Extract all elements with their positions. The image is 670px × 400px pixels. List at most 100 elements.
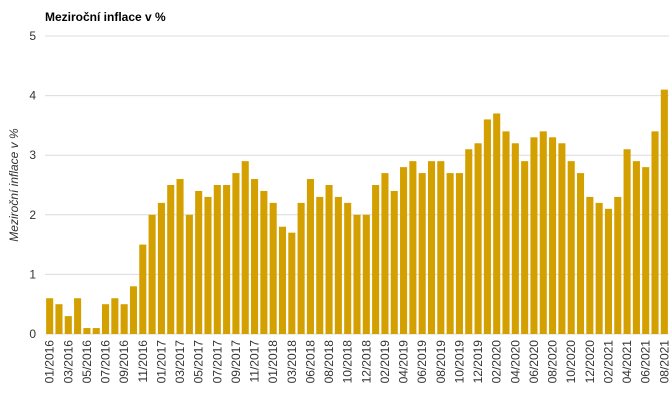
bar xyxy=(251,179,259,334)
y-tick-label: 2 xyxy=(29,208,36,222)
bar xyxy=(204,196,212,334)
x-tick-label: 12/2019 xyxy=(471,340,485,384)
bar xyxy=(260,190,268,334)
x-tick-label: 02/2019 xyxy=(378,340,392,384)
bar xyxy=(418,173,426,334)
x-tick-label: 05/2017 xyxy=(192,340,206,384)
bar xyxy=(576,173,585,334)
bar xyxy=(362,214,370,334)
x-tick-label: 06/2019 xyxy=(415,340,429,384)
bar xyxy=(446,173,454,334)
bar xyxy=(400,167,408,334)
x-tick-label: 08/2021 xyxy=(657,340,670,384)
x-tick-label: 06/2021 xyxy=(639,340,653,384)
bar xyxy=(55,304,63,334)
bar xyxy=(223,185,231,334)
bar xyxy=(195,190,203,334)
x-tick-label: 02/2021 xyxy=(601,340,615,384)
x-tick-label: 09/2016 xyxy=(117,340,131,384)
bar xyxy=(558,143,566,334)
x-tick-label: 04/2021 xyxy=(620,340,634,384)
x-tick-label: 12/2020 xyxy=(583,340,597,384)
x-tick-label: 08/2020 xyxy=(546,340,560,384)
bar xyxy=(232,173,240,334)
y-tick-label: 1 xyxy=(29,267,36,281)
bar xyxy=(83,328,91,334)
x-tick-label: 01/2017 xyxy=(154,340,168,384)
bar xyxy=(148,214,156,334)
bar xyxy=(46,298,54,334)
y-tick-label: 5 xyxy=(29,29,36,43)
bar xyxy=(651,131,659,334)
bar xyxy=(595,202,603,334)
bar xyxy=(549,137,557,334)
chart-title: Meziroční inflace v % xyxy=(45,10,166,24)
bar xyxy=(92,328,100,334)
bar xyxy=(269,202,277,334)
bar xyxy=(409,161,417,334)
bar xyxy=(241,161,249,334)
bar xyxy=(521,161,529,334)
x-tick-label: 05/2016 xyxy=(80,340,94,384)
bar xyxy=(372,185,380,334)
x-tick-label: 03/2016 xyxy=(61,340,75,384)
bar xyxy=(642,167,650,334)
bar xyxy=(120,304,128,334)
x-tick-label: 03/2018 xyxy=(285,340,299,384)
bar xyxy=(483,119,491,334)
bar xyxy=(390,190,398,334)
x-tick-label: 09/2017 xyxy=(229,340,243,384)
x-tick-label: 10/2020 xyxy=(564,340,578,384)
bar xyxy=(129,286,138,334)
bar xyxy=(111,298,119,334)
y-axis-label: Meziroční inflace v % xyxy=(7,128,21,242)
bar xyxy=(632,161,640,334)
bar xyxy=(493,113,501,334)
x-tick-label: 02/2020 xyxy=(490,340,504,384)
bar xyxy=(427,161,436,334)
bar xyxy=(325,185,333,334)
bar xyxy=(278,226,287,334)
bar xyxy=(567,161,575,334)
x-tick-label: 01/2016 xyxy=(43,340,57,384)
bar xyxy=(614,196,622,334)
bar xyxy=(660,89,668,334)
x-tick-label: 03/2017 xyxy=(173,340,187,384)
bar xyxy=(64,316,72,334)
bar xyxy=(353,214,361,334)
bar xyxy=(306,179,314,334)
x-tick-label: 08/2019 xyxy=(434,340,448,384)
bar xyxy=(465,149,473,334)
bar xyxy=(74,298,82,334)
bar xyxy=(437,161,445,334)
bar xyxy=(297,202,305,334)
bar xyxy=(334,196,342,334)
x-tick-label: 10/2019 xyxy=(452,340,466,384)
x-tick-label: 11/2016 xyxy=(136,340,150,383)
y-tick-label: 0 xyxy=(29,327,36,341)
bar xyxy=(530,137,538,334)
bar xyxy=(101,304,110,334)
bar xyxy=(502,131,510,334)
x-tick-label: 04/2019 xyxy=(397,340,411,384)
x-tick-label: 01/2018 xyxy=(266,340,280,384)
x-tick-label: 04/2020 xyxy=(508,340,522,384)
x-tick-label: 06/2018 xyxy=(303,340,317,384)
bar xyxy=(344,202,352,334)
y-tick-label: 4 xyxy=(29,89,36,103)
x-tick-label: 12/2018 xyxy=(359,340,373,384)
bar xyxy=(623,149,631,334)
bar xyxy=(455,173,463,334)
y-tick-label: 3 xyxy=(29,148,36,162)
x-tick-label: 11/2017 xyxy=(248,340,262,383)
x-tick-label: 06/2020 xyxy=(527,340,541,384)
bar xyxy=(288,232,296,334)
x-tick-label: 07/2016 xyxy=(99,340,113,384)
bar xyxy=(167,185,175,334)
bar xyxy=(316,196,324,334)
bar xyxy=(586,196,594,334)
bar xyxy=(139,244,147,334)
bar xyxy=(539,131,547,334)
bar xyxy=(157,202,165,334)
